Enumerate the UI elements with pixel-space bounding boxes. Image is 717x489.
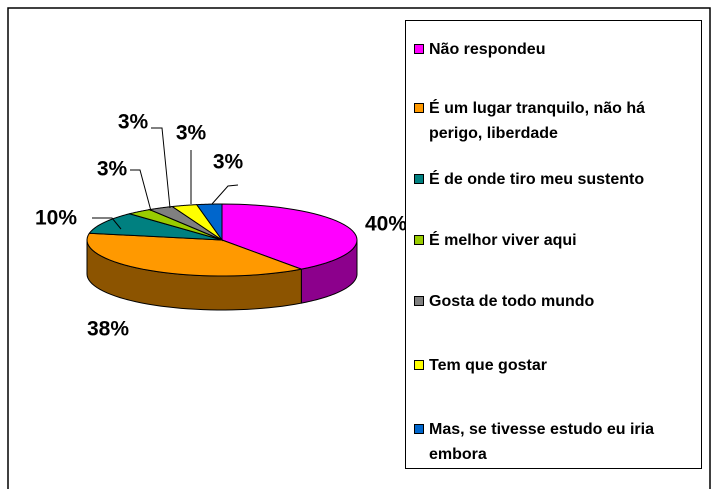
pie-slice [127,209,223,241]
chart-border [7,7,711,489]
legend-label: É melhor viver aqui [429,232,577,249]
legend-label: Gosta de todo mundo [429,293,595,310]
data-label: 3% [97,158,128,181]
legend-label: É de onde tiro meu sustento [429,171,645,188]
legend-label: É um lugar tranquilo, não há perigo, lib… [429,100,646,142]
legend-swatch [414,296,424,306]
pie-slice [88,213,223,241]
data-label: 40% [365,213,407,236]
legend-label: Tem que gostar [429,357,547,374]
data-label: 3% [213,151,244,174]
legend-swatch [414,44,424,54]
pie-slice [86,232,304,277]
pie-slice [221,203,358,270]
legend-label: Mas, se tivesse estudo eu iria embora [429,421,654,463]
legend-swatch [414,424,424,434]
data-label: 10% [35,207,77,230]
pie-slice [195,203,223,242]
legend-swatch [414,174,424,184]
legend-label: Não respondeu [429,41,546,58]
legend-swatch [414,103,424,113]
legend-swatch [414,235,424,245]
data-label: 3% [176,122,207,145]
legend: Não respondeu É um lugar tranquilo, não h… [405,20,702,469]
data-label: 38% [87,318,129,341]
pie-slice [170,204,223,241]
pie-slice [147,206,223,241]
data-label: 3% [118,111,149,134]
legend-swatch [414,360,424,370]
leader-lines [92,127,239,230]
